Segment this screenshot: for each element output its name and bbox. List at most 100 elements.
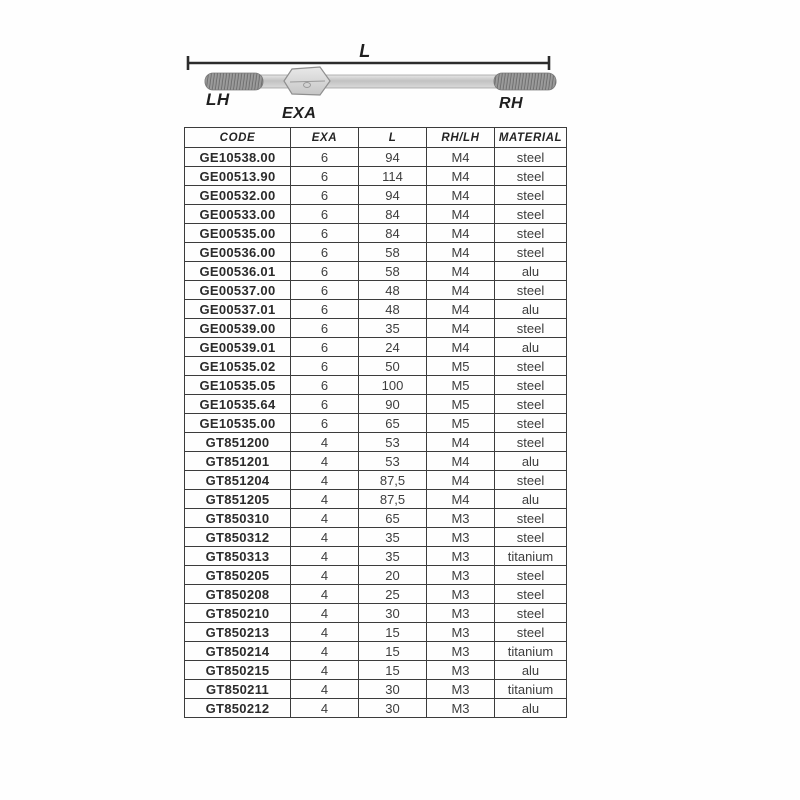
table-row: GT851200 4 53 M4 steel [184, 432, 567, 452]
cell-code: GE00539.00 [184, 318, 291, 338]
cell-material: alu [494, 337, 567, 357]
cell-exa: 4 [290, 603, 359, 623]
cell-code: GT850215 [184, 660, 291, 680]
cell-material: steel [494, 242, 567, 262]
cell-l: 58 [358, 242, 427, 262]
cell-code: GE10535.05 [184, 375, 291, 395]
table-row: GT851204 4 87,5 M4 steel [184, 470, 567, 490]
cell-exa: 4 [290, 470, 359, 490]
cell-l: 48 [358, 299, 427, 319]
cell-exa: 4 [290, 660, 359, 680]
cell-code: GT850211 [184, 679, 291, 699]
rod-image [204, 66, 557, 96]
cell-l: 30 [358, 679, 427, 699]
cell-code: GE00537.01 [184, 299, 291, 319]
cell-l: 48 [358, 280, 427, 300]
cell-exa: 6 [290, 242, 359, 262]
cell-exa: 6 [290, 223, 359, 243]
cell-exa: 4 [290, 546, 359, 566]
cell-code: GT850313 [184, 546, 291, 566]
table-row: GE10538.00 6 94 M4 steel [184, 147, 567, 167]
table-row: GE00513.90 6 114 M4 steel [184, 166, 567, 186]
cell-rh_lh: M4 [426, 280, 495, 300]
length-dimension-label: L [359, 41, 371, 61]
table-row: GE10535.02 6 50 M5 steel [184, 356, 567, 376]
cell-l: 114 [358, 166, 427, 186]
cell-l: 94 [358, 147, 427, 167]
cell-exa: 4 [290, 622, 359, 642]
hex-size-label: EXA [282, 105, 317, 122]
cell-exa: 6 [290, 280, 359, 300]
cell-material: steel [494, 204, 567, 224]
cell-exa: 4 [290, 489, 359, 509]
table-row: GT850310 4 65 M3 steel [184, 508, 567, 528]
table-row: GT851201 4 53 M4 alu [184, 451, 567, 471]
cell-code: GE00537.00 [184, 280, 291, 300]
table-row: GT850313 4 35 M3 titanium [184, 546, 567, 566]
cell-rh_lh: M3 [426, 546, 495, 566]
cell-code: GE00539.01 [184, 337, 291, 357]
cell-code: GE00536.00 [184, 242, 291, 262]
cell-rh_lh: M4 [426, 166, 495, 186]
cell-material: steel [494, 470, 567, 490]
dimension-line-L [186, 56, 551, 70]
cell-rh_lh: M4 [426, 470, 495, 490]
cell-rh_lh: M3 [426, 508, 495, 528]
cell-exa: 4 [290, 432, 359, 452]
cell-rh_lh: M3 [426, 641, 495, 661]
cell-material: alu [494, 698, 567, 718]
cell-exa: 4 [290, 679, 359, 699]
cell-exa: 6 [290, 299, 359, 319]
table-row: GT850210 4 30 M3 steel [184, 603, 567, 623]
cell-rh_lh: M4 [426, 318, 495, 338]
table-row: GE00537.01 6 48 M4 alu [184, 299, 567, 319]
cell-material: steel [494, 356, 567, 376]
cell-l: 35 [358, 318, 427, 338]
cell-material: steel [494, 413, 567, 433]
cell-exa: 6 [290, 204, 359, 224]
table-row: GT851205 4 87,5 M4 alu [184, 489, 567, 509]
turnbuckle-diagram [186, 56, 557, 96]
table-row: GT850205 4 20 M3 steel [184, 565, 567, 585]
cell-l: 90 [358, 394, 427, 414]
cell-l: 15 [358, 622, 427, 642]
cell-l: 87,5 [358, 470, 427, 490]
cell-material: alu [494, 261, 567, 281]
cell-material: steel [494, 432, 567, 452]
cell-rh_lh: M4 [426, 451, 495, 471]
cell-material: steel [494, 375, 567, 395]
cell-material: titanium [494, 546, 567, 566]
cell-code: GT850213 [184, 622, 291, 642]
cell-code: GT850205 [184, 565, 291, 585]
cell-l: 100 [358, 375, 427, 395]
cell-rh_lh: M3 [426, 698, 495, 718]
table-row: GE00533.00 6 84 M4 steel [184, 204, 567, 224]
cell-material: steel [494, 318, 567, 338]
cell-rh_lh: M4 [426, 261, 495, 281]
header-code: CODE [184, 127, 291, 148]
cell-material: alu [494, 489, 567, 509]
cell-exa: 6 [290, 413, 359, 433]
cell-rh_lh: M3 [426, 622, 495, 642]
table-row: GE00537.00 6 48 M4 steel [184, 280, 567, 300]
cell-material: steel [494, 223, 567, 243]
table-row: GE10535.05 6 100 M5 steel [184, 375, 567, 395]
cell-material: titanium [494, 641, 567, 661]
table-row: GT850212 4 30 M3 alu [184, 698, 567, 718]
cell-l: 30 [358, 603, 427, 623]
cell-exa: 4 [290, 451, 359, 471]
cell-code: GE00535.00 [184, 223, 291, 243]
cell-l: 53 [358, 432, 427, 452]
table-row: GT850215 4 15 M3 alu [184, 660, 567, 680]
cell-l: 15 [358, 641, 427, 661]
cell-l: 58 [358, 261, 427, 281]
cell-exa: 6 [290, 147, 359, 167]
table-row: GE00536.01 6 58 M4 alu [184, 261, 567, 281]
cell-code: GT851201 [184, 451, 291, 471]
table-row: GT850211 4 30 M3 titanium [184, 679, 567, 699]
cell-rh_lh: M5 [426, 356, 495, 376]
table-row: GE00539.01 6 24 M4 alu [184, 337, 567, 357]
table-row: GE10535.00 6 65 M5 steel [184, 413, 567, 433]
cell-code: GT850208 [184, 584, 291, 604]
cell-material: alu [494, 299, 567, 319]
